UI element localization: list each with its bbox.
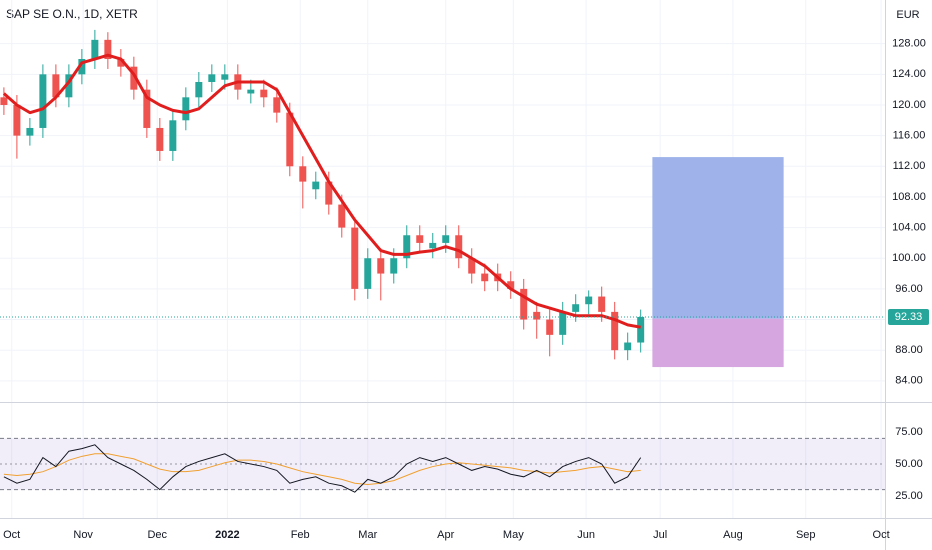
candle-body xyxy=(351,227,359,289)
candle-body xyxy=(377,258,385,274)
x-tick-label: Mar xyxy=(358,529,377,541)
candle-body xyxy=(130,66,138,90)
y-tick-label: 50.00 xyxy=(895,458,923,470)
candle-body xyxy=(13,104,21,136)
candle-body xyxy=(390,258,398,274)
candle-body xyxy=(312,181,320,190)
y-tick-label: 124.00 xyxy=(892,68,926,80)
y-tick-label: 120.00 xyxy=(892,99,926,111)
rsi-line xyxy=(3,444,642,493)
candle-body xyxy=(403,235,411,259)
candle-body xyxy=(598,296,606,312)
x-tick-label: Apr xyxy=(437,529,454,541)
y-tick-label: 104.00 xyxy=(892,221,926,233)
x-tick-label: Aug xyxy=(723,529,743,541)
candle-body xyxy=(520,288,528,320)
candle-body xyxy=(533,311,541,320)
y-tick-label: 96.00 xyxy=(895,283,923,295)
profit-zone xyxy=(652,157,784,319)
rsi-band xyxy=(0,438,885,490)
candle-body xyxy=(585,296,593,305)
candle-body xyxy=(117,59,125,67)
candle-body xyxy=(39,74,47,128)
currency: EUR xyxy=(896,9,919,21)
candle-body xyxy=(273,97,281,113)
y-tick-label: 25.00 xyxy=(895,490,923,502)
loss-zone xyxy=(652,318,784,368)
x-tick-label: Dec xyxy=(147,529,167,541)
candle-body xyxy=(455,235,463,259)
candle-body xyxy=(0,97,8,105)
candle-body xyxy=(481,273,489,282)
chart-title: SAP SE O.N., 1D, XETR xyxy=(6,7,138,21)
x-tick-label: May xyxy=(503,529,524,541)
candle-body xyxy=(182,97,190,121)
candle-body xyxy=(507,281,515,289)
x-tick-label: Nov xyxy=(73,529,93,541)
candle-body xyxy=(637,317,645,343)
y-tick-label: 75.00 xyxy=(895,426,923,438)
candle-body xyxy=(65,74,73,98)
candle-body xyxy=(26,127,34,136)
candle-body xyxy=(572,304,580,312)
candle-body xyxy=(169,120,177,151)
candle-body xyxy=(364,258,372,289)
candle-body xyxy=(195,81,203,98)
x-tick-label: Feb xyxy=(291,529,310,541)
candle-body xyxy=(78,59,86,75)
candle-body xyxy=(299,166,307,182)
y-tick-label: 112.00 xyxy=(893,160,926,172)
candle-body xyxy=(468,258,476,274)
moving-average xyxy=(2,53,641,329)
y-tick-label: 100.00 xyxy=(892,252,926,264)
candle-body xyxy=(286,112,294,167)
candle-body xyxy=(624,342,632,351)
last-price-label: 92.33 xyxy=(895,311,923,323)
candle-body xyxy=(429,242,437,249)
x-tick-label: Oct xyxy=(3,529,20,541)
candle-body xyxy=(338,204,346,228)
candle-body xyxy=(260,89,268,98)
x-tick-label: Oct xyxy=(873,529,890,541)
candle-body xyxy=(221,74,229,80)
candle-body xyxy=(611,311,619,351)
candle-body xyxy=(247,89,255,94)
candle-body xyxy=(156,127,164,151)
y-tick-label: 108.00 xyxy=(892,191,926,203)
candle-body xyxy=(208,74,216,82)
candle-body xyxy=(559,311,567,335)
x-tick-label: Jun xyxy=(577,529,595,541)
x-tick-label: 2022 xyxy=(215,529,239,541)
y-tick-label: 84.00 xyxy=(895,375,923,387)
y-tick-label: 116.00 xyxy=(893,130,926,142)
x-tick-label: Jul xyxy=(653,529,667,541)
x-tick-label: Sep xyxy=(796,529,816,541)
candle-body xyxy=(143,89,151,128)
candle-body xyxy=(416,235,424,243)
candle-body xyxy=(325,181,333,205)
last-price-box xyxy=(888,309,929,326)
candle-body xyxy=(52,74,60,98)
candle-body xyxy=(104,39,112,60)
candle-body xyxy=(442,235,450,243)
candle-body xyxy=(546,319,554,335)
y-tick-label: 128.00 xyxy=(892,38,926,50)
candle-body xyxy=(91,39,99,60)
y-tick-label: 88.00 xyxy=(895,344,923,356)
